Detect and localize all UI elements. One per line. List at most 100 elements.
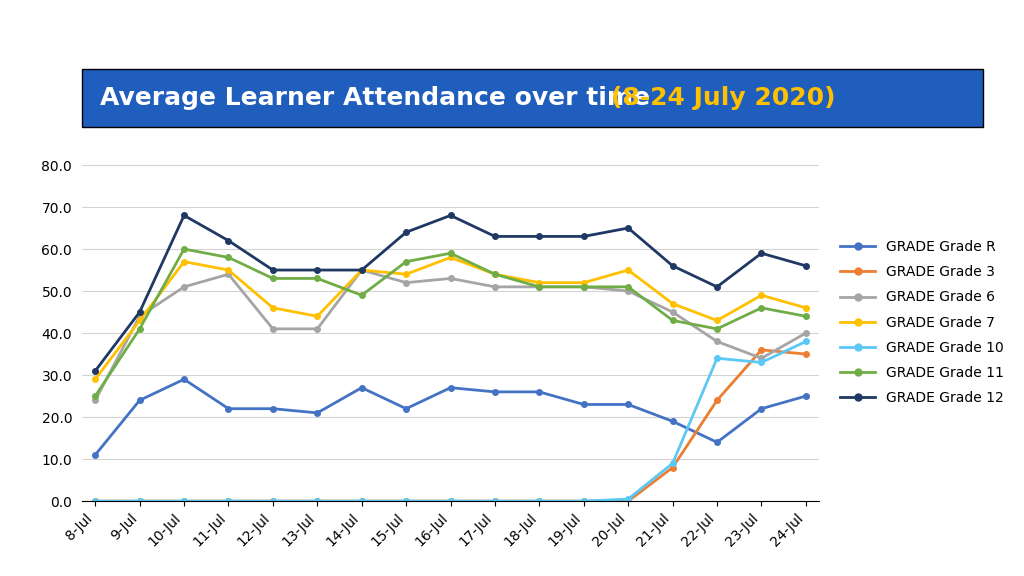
GRADE Grade 12 <box>756 250 768 257</box>
Line: GRADE Grade 6: GRADE Grade 6 <box>92 267 809 403</box>
GRADE Grade R <box>89 452 101 458</box>
GRADE Grade 12 <box>355 267 368 274</box>
GRADE Grade 6 <box>355 267 368 274</box>
GRADE Grade R <box>400 406 413 412</box>
GRADE Grade R <box>311 410 324 416</box>
Line: GRADE Grade 11: GRADE Grade 11 <box>92 247 809 399</box>
GRADE Grade 7 <box>534 279 546 286</box>
GRADE Grade 6 <box>89 397 101 404</box>
GRADE Grade 7 <box>222 267 234 274</box>
GRADE Grade 10 <box>622 495 634 502</box>
GRADE Grade 6 <box>267 325 280 332</box>
GRADE Grade 7 <box>311 313 324 320</box>
GRADE Grade 12 <box>444 212 457 219</box>
GRADE Grade 12 <box>400 229 413 236</box>
GRADE Grade 12 <box>311 267 324 274</box>
Line: GRADE Grade 12: GRADE Grade 12 <box>92 213 809 374</box>
GRADE Grade 7 <box>355 267 368 274</box>
GRADE Grade 10 <box>355 498 368 505</box>
Line: GRADE Grade R: GRADE Grade R <box>92 377 809 458</box>
GRADE Grade 11 <box>578 283 590 290</box>
GRADE Grade 6 <box>133 313 145 320</box>
GRADE Grade 6 <box>534 283 546 290</box>
GRADE Grade 12 <box>534 233 546 240</box>
Text: Average Learner Attendance over time: Average Learner Attendance over time <box>100 86 658 110</box>
GRADE Grade 12 <box>89 367 101 374</box>
GRADE Grade 10 <box>267 498 280 505</box>
GRADE Grade 10 <box>578 498 590 505</box>
GRADE Grade 12 <box>711 283 723 290</box>
GRADE Grade 10 <box>667 460 679 467</box>
GRADE Grade R <box>355 384 368 391</box>
GRADE Grade 3 <box>133 498 145 505</box>
GRADE Grade 10 <box>133 498 145 505</box>
GRADE Grade R <box>578 401 590 408</box>
GRADE Grade 11 <box>756 304 768 311</box>
GRADE Grade 3 <box>800 351 812 358</box>
GRADE Grade R <box>488 388 501 395</box>
GRADE Grade 6 <box>578 283 590 290</box>
GRADE Grade 3 <box>622 498 634 505</box>
GRADE Grade 11 <box>800 313 812 320</box>
Text: (8-24 July 2020): (8-24 July 2020) <box>611 86 836 110</box>
GRADE Grade 10 <box>311 498 324 505</box>
GRADE Grade 10 <box>444 498 457 505</box>
GRADE Grade 3 <box>444 498 457 505</box>
GRADE Grade 11 <box>267 275 280 282</box>
GRADE Grade R <box>534 388 546 395</box>
GRADE Grade 3 <box>488 498 501 505</box>
GRADE Grade R <box>267 406 280 412</box>
GRADE Grade 11 <box>222 254 234 261</box>
GRADE Grade 6 <box>311 325 324 332</box>
GRADE Grade 10 <box>488 498 501 505</box>
FancyBboxPatch shape <box>82 69 983 127</box>
GRADE Grade 7 <box>622 267 634 274</box>
GRADE Grade 6 <box>711 338 723 345</box>
GRADE Grade 3 <box>311 498 324 505</box>
GRADE Grade 12 <box>800 263 812 270</box>
GRADE Grade 6 <box>488 283 501 290</box>
GRADE Grade 3 <box>267 498 280 505</box>
GRADE Grade 7 <box>711 317 723 324</box>
GRADE Grade 12 <box>133 309 145 316</box>
GRADE Grade 10 <box>89 498 101 505</box>
GRADE Grade 7 <box>267 304 280 311</box>
GRADE Grade 11 <box>355 292 368 299</box>
GRADE Grade 6 <box>444 275 457 282</box>
Line: GRADE Grade 7: GRADE Grade 7 <box>92 255 809 382</box>
GRADE Grade 12 <box>578 233 590 240</box>
GRADE Grade 11 <box>311 275 324 282</box>
GRADE Grade 11 <box>178 245 190 252</box>
GRADE Grade 11 <box>444 250 457 257</box>
GRADE Grade 10 <box>400 498 413 505</box>
GRADE Grade R <box>222 406 234 412</box>
GRADE Grade 7 <box>578 279 590 286</box>
GRADE Grade R <box>756 406 768 412</box>
GRADE Grade 12 <box>622 225 634 232</box>
GRADE Grade 12 <box>488 233 501 240</box>
GRADE Grade 7 <box>667 300 679 307</box>
GRADE Grade 7 <box>89 376 101 382</box>
GRADE Grade 10 <box>800 338 812 345</box>
GRADE Grade 3 <box>756 346 768 353</box>
GRADE Grade 7 <box>400 271 413 278</box>
GRADE Grade 3 <box>667 464 679 471</box>
GRADE Grade 3 <box>400 498 413 505</box>
GRADE Grade 10 <box>222 498 234 505</box>
GRADE Grade 10 <box>756 359 768 366</box>
GRADE Grade R <box>711 439 723 446</box>
GRADE Grade 3 <box>534 498 546 505</box>
GRADE Grade 7 <box>800 304 812 311</box>
GRADE Grade 6 <box>178 283 190 290</box>
GRADE Grade 11 <box>400 258 413 265</box>
GRADE Grade 11 <box>133 325 145 332</box>
GRADE Grade 7 <box>178 258 190 265</box>
GRADE Grade 6 <box>667 309 679 316</box>
GRADE Grade R <box>622 401 634 408</box>
GRADE Grade 7 <box>444 254 457 261</box>
GRADE Grade 3 <box>355 498 368 505</box>
GRADE Grade 12 <box>667 263 679 270</box>
GRADE Grade 10 <box>178 498 190 505</box>
GRADE Grade 12 <box>267 267 280 274</box>
GRADE Grade R <box>133 397 145 404</box>
